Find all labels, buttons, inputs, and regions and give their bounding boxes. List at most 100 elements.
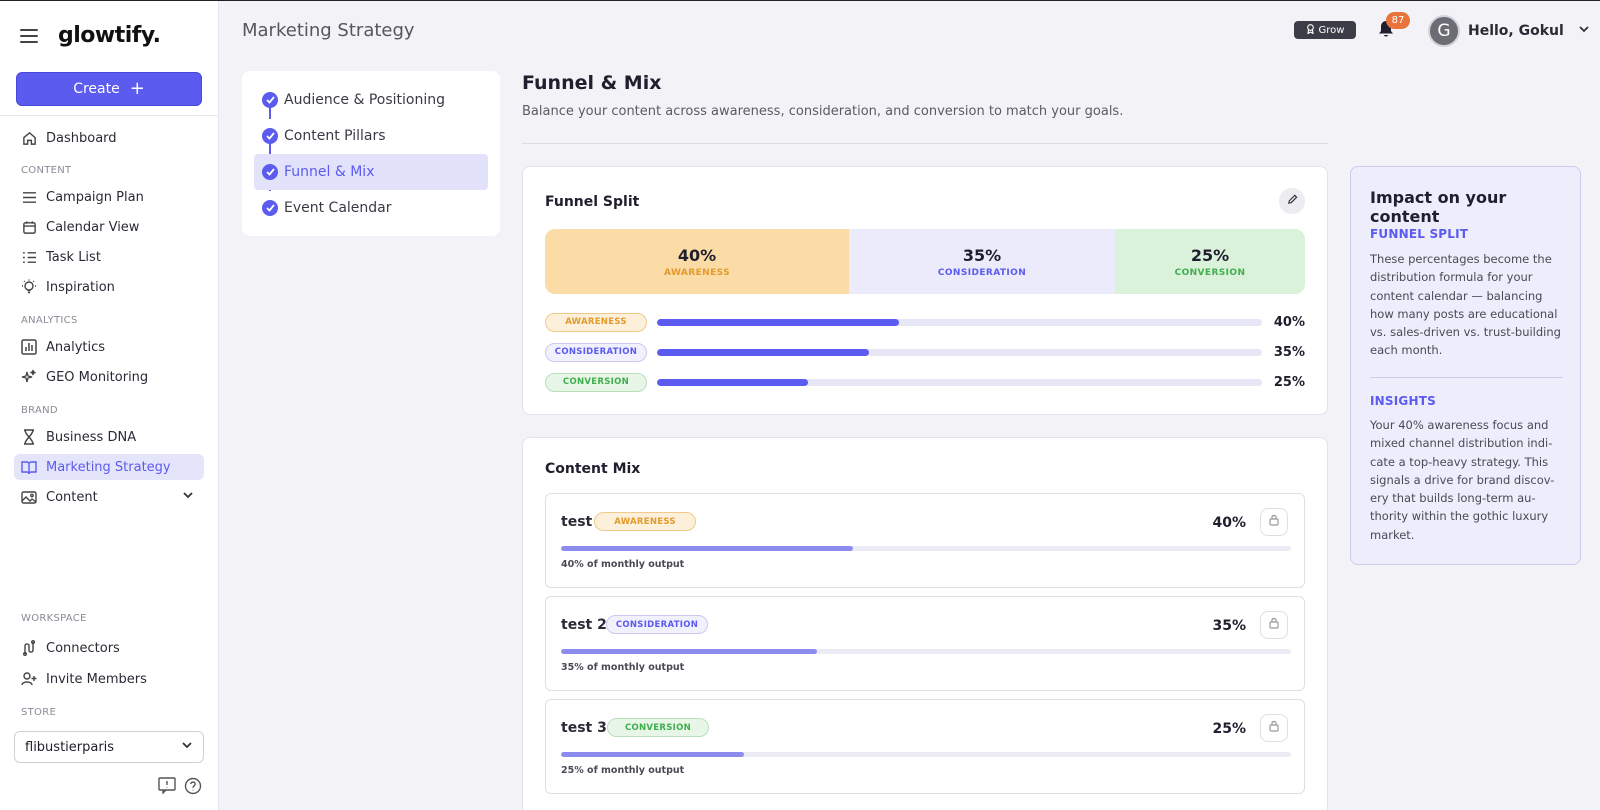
sidebar-item-label: Marketing Strategy — [46, 459, 171, 475]
awareness-tag: AWARENESS — [594, 512, 696, 531]
funnel-split-bar: 40% AWARENESS 35% CONSIDERATION 25% CONV… — [545, 229, 1305, 294]
mix-item-percent: 35% — [1212, 618, 1246, 634]
user-plus-icon — [20, 670, 38, 688]
consideration-tag: CONSIDERATION — [606, 615, 708, 634]
step-connector — [269, 135, 271, 155]
mix-progress-fill — [561, 546, 853, 551]
edit-funnel-button[interactable] — [1279, 188, 1305, 214]
segment-percent: 40% — [677, 245, 717, 265]
section-label-content: CONTENT — [21, 165, 72, 176]
split-segment-awareness: 40% AWARENESS — [545, 229, 849, 294]
check-circle-icon — [262, 92, 278, 108]
connectors-icon — [20, 639, 38, 657]
impact-text-funnel-split: These percentages become the distributio… — [1370, 252, 1561, 358]
grow-badge[interactable]: Grow — [1294, 21, 1356, 39]
user-menu[interactable]: G Hello, Gokul — [1428, 15, 1590, 47]
strategy-steps: Audience & Positioning Content Pillars F… — [242, 71, 500, 236]
funnel-bar-row-conversion: CONVERSION 25% — [545, 372, 1305, 392]
section-label-store: STORE — [21, 707, 57, 718]
check-circle-icon — [262, 164, 278, 180]
sidebar-item-task-list[interactable]: Task List — [14, 244, 204, 270]
section-subtitle: Balance your content across awareness, c… — [522, 104, 1124, 119]
content-mix-item: test 2 CONSIDERATION 35% 35% of monthly … — [545, 596, 1305, 691]
mix-progress-track — [561, 752, 1291, 757]
feedback-icon[interactable] — [158, 777, 176, 799]
page-title: Marketing Strategy — [242, 20, 415, 41]
bar-percent: 35% — [1273, 344, 1305, 360]
sidebar-item-label: Invite Members — [46, 671, 147, 687]
lock-button[interactable] — [1260, 508, 1288, 536]
badge-icon — [1306, 23, 1315, 37]
segment-label: AWARENESS — [664, 267, 730, 278]
hourglass-icon — [20, 428, 38, 446]
sidebar-item-invite-members[interactable]: Invite Members — [14, 666, 204, 692]
sidebar-item-content[interactable]: Content — [14, 484, 204, 510]
impact-text-insights: Your 40% awareness focus and mixed chann… — [1370, 418, 1555, 542]
lock-icon — [1269, 514, 1279, 530]
segment-label: CONVERSION — [1174, 267, 1246, 278]
sidebar-item-label: Campaign Plan — [46, 189, 144, 205]
lock-button[interactable] — [1260, 714, 1288, 742]
card-title: Content Mix — [545, 461, 641, 477]
segment-percent: 25% — [1190, 245, 1230, 265]
menu-icon[interactable] — [20, 28, 38, 43]
segment-percent: 35% — [962, 245, 1002, 265]
impact-heading-funnel-split: FUNNEL SPLIT — [1370, 227, 1469, 241]
content-mix-item: test AWARENESS 40% 40% of monthly output — [545, 493, 1305, 588]
conversion-tag: CONVERSION — [607, 718, 709, 737]
funnel-bar-row-consideration: CONSIDERATION 35% — [545, 342, 1305, 362]
lock-button[interactable] — [1260, 611, 1288, 639]
sidebar-item-business-dna[interactable]: Business DNA — [14, 424, 204, 450]
mix-item-name: test — [561, 514, 593, 530]
sidebar-item-label: Business DNA — [46, 429, 137, 445]
home-icon — [20, 129, 38, 147]
chevron-down-icon[interactable] — [182, 489, 194, 505]
step-audience-positioning[interactable]: Audience & Positioning — [254, 82, 488, 118]
segment-label: CONSIDERATION — [937, 267, 1027, 278]
bar-chart-icon — [20, 338, 38, 356]
lightbulb-icon — [20, 278, 38, 296]
sidebar-item-label: Analytics — [46, 339, 106, 355]
create-button-label: Create — [73, 81, 120, 97]
mix-item-note: 40% of monthly output — [561, 559, 685, 570]
mix-progress-track — [561, 546, 1291, 551]
progress-track — [657, 348, 1262, 356]
app-logo[interactable]: glowtify. — [58, 23, 161, 48]
sidebar-item-calendar-view[interactable]: Calendar View — [14, 214, 204, 240]
step-connector — [269, 99, 271, 119]
notification-count-badge: 87 — [1386, 12, 1410, 29]
sidebar-item-label: Inspiration — [46, 279, 115, 295]
image-gallery-icon — [20, 488, 38, 506]
consideration-tag: CONSIDERATION — [545, 342, 647, 362]
bar-percent: 25% — [1273, 374, 1305, 390]
sidebar-item-geo-monitoring[interactable]: GEO Monitoring — [14, 364, 204, 390]
step-event-calendar[interactable]: Event Calendar — [254, 190, 488, 226]
sidebar-item-inspiration[interactable]: Inspiration — [14, 274, 204, 300]
conversion-tag: CONVERSION — [545, 372, 647, 392]
sidebar-item-dashboard[interactable]: Dashboard — [14, 125, 204, 151]
funnel-split-card: Funnel Split 40% AWARENESS 35% CONSIDERA… — [522, 166, 1328, 415]
help-icon[interactable] — [184, 777, 202, 799]
mix-progress-track — [561, 649, 1291, 654]
sidebar-item-label: Calendar View — [46, 219, 140, 235]
sidebar-item-campaign-plan[interactable]: Campaign Plan — [14, 184, 204, 210]
content-mix-card: Content Mix test AWARENESS 40% 40% of mo… — [522, 437, 1328, 810]
sidebar: glowtify. Create + Dashboard CONTENT Cam… — [0, 1, 219, 810]
mix-item-percent: 40% — [1212, 515, 1246, 531]
sidebar-item-marketing-strategy[interactable]: Marketing Strategy — [14, 454, 204, 480]
sidebar-item-connectors[interactable]: Connectors — [14, 635, 204, 661]
store-select[interactable]: flibustierparis — [14, 731, 204, 763]
chevron-down-icon — [181, 739, 193, 755]
step-content-pillars[interactable]: Content Pillars — [254, 118, 488, 154]
step-label: Audience & Positioning — [284, 92, 445, 108]
sidebar-divider — [0, 115, 219, 116]
funnel-bar-row-awareness: AWARENESS 40% — [545, 312, 1305, 332]
sidebar-item-analytics[interactable]: Analytics — [14, 334, 204, 360]
split-segment-consideration: 35% CONSIDERATION — [849, 229, 1115, 294]
step-funnel-mix[interactable]: Funnel & Mix — [254, 154, 488, 190]
progress-fill — [657, 348, 869, 356]
progress-fill — [657, 378, 809, 386]
split-segment-conversion: 25% CONVERSION — [1115, 229, 1305, 294]
create-button[interactable]: Create + — [16, 72, 202, 106]
sidebar-header: glowtify. — [20, 23, 161, 48]
